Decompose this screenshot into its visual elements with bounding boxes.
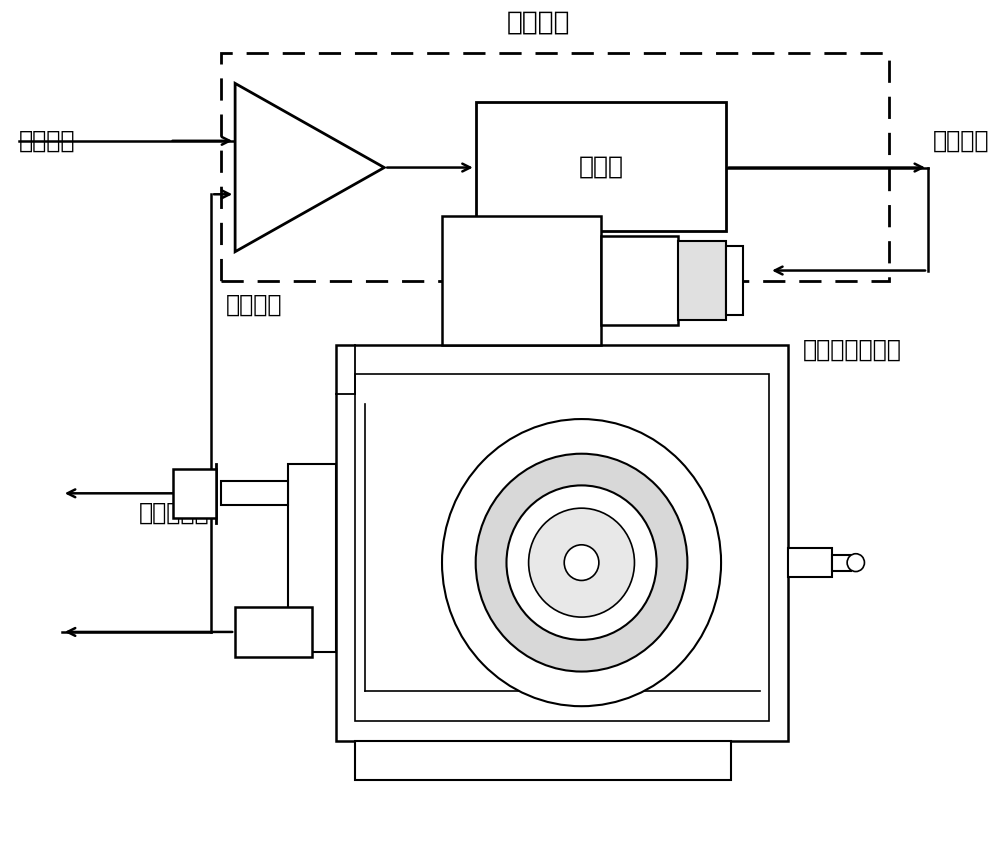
Circle shape — [506, 486, 657, 640]
Bar — [832, 554, 851, 571]
Bar — [288, 464, 336, 652]
Bar — [355, 741, 731, 780]
Text: 反馈位置: 反馈位置 — [225, 293, 282, 318]
Bar — [442, 216, 601, 345]
Bar — [355, 374, 769, 721]
Text: 电－机械转换器: 电－机械转换器 — [803, 338, 902, 362]
Circle shape — [564, 545, 599, 581]
Bar — [601, 236, 678, 325]
Bar — [173, 469, 216, 518]
Bar — [678, 241, 726, 320]
Text: 控制器: 控制器 — [578, 155, 623, 178]
Circle shape — [442, 419, 721, 706]
Text: 控制单元: 控制单元 — [506, 10, 570, 36]
Text: 位置传感器: 位置传感器 — [139, 501, 210, 526]
Bar — [221, 53, 889, 281]
Circle shape — [476, 453, 687, 672]
Bar — [476, 102, 726, 231]
Text: 理想位置: 理想位置 — [19, 129, 75, 153]
Bar — [726, 245, 743, 315]
Bar — [235, 607, 312, 656]
Bar — [336, 345, 788, 741]
Circle shape — [847, 554, 864, 571]
Text: 驱动电流: 驱动电流 — [933, 129, 989, 153]
Polygon shape — [235, 83, 384, 251]
Bar — [788, 548, 832, 577]
Circle shape — [529, 509, 634, 617]
Bar — [221, 481, 288, 505]
